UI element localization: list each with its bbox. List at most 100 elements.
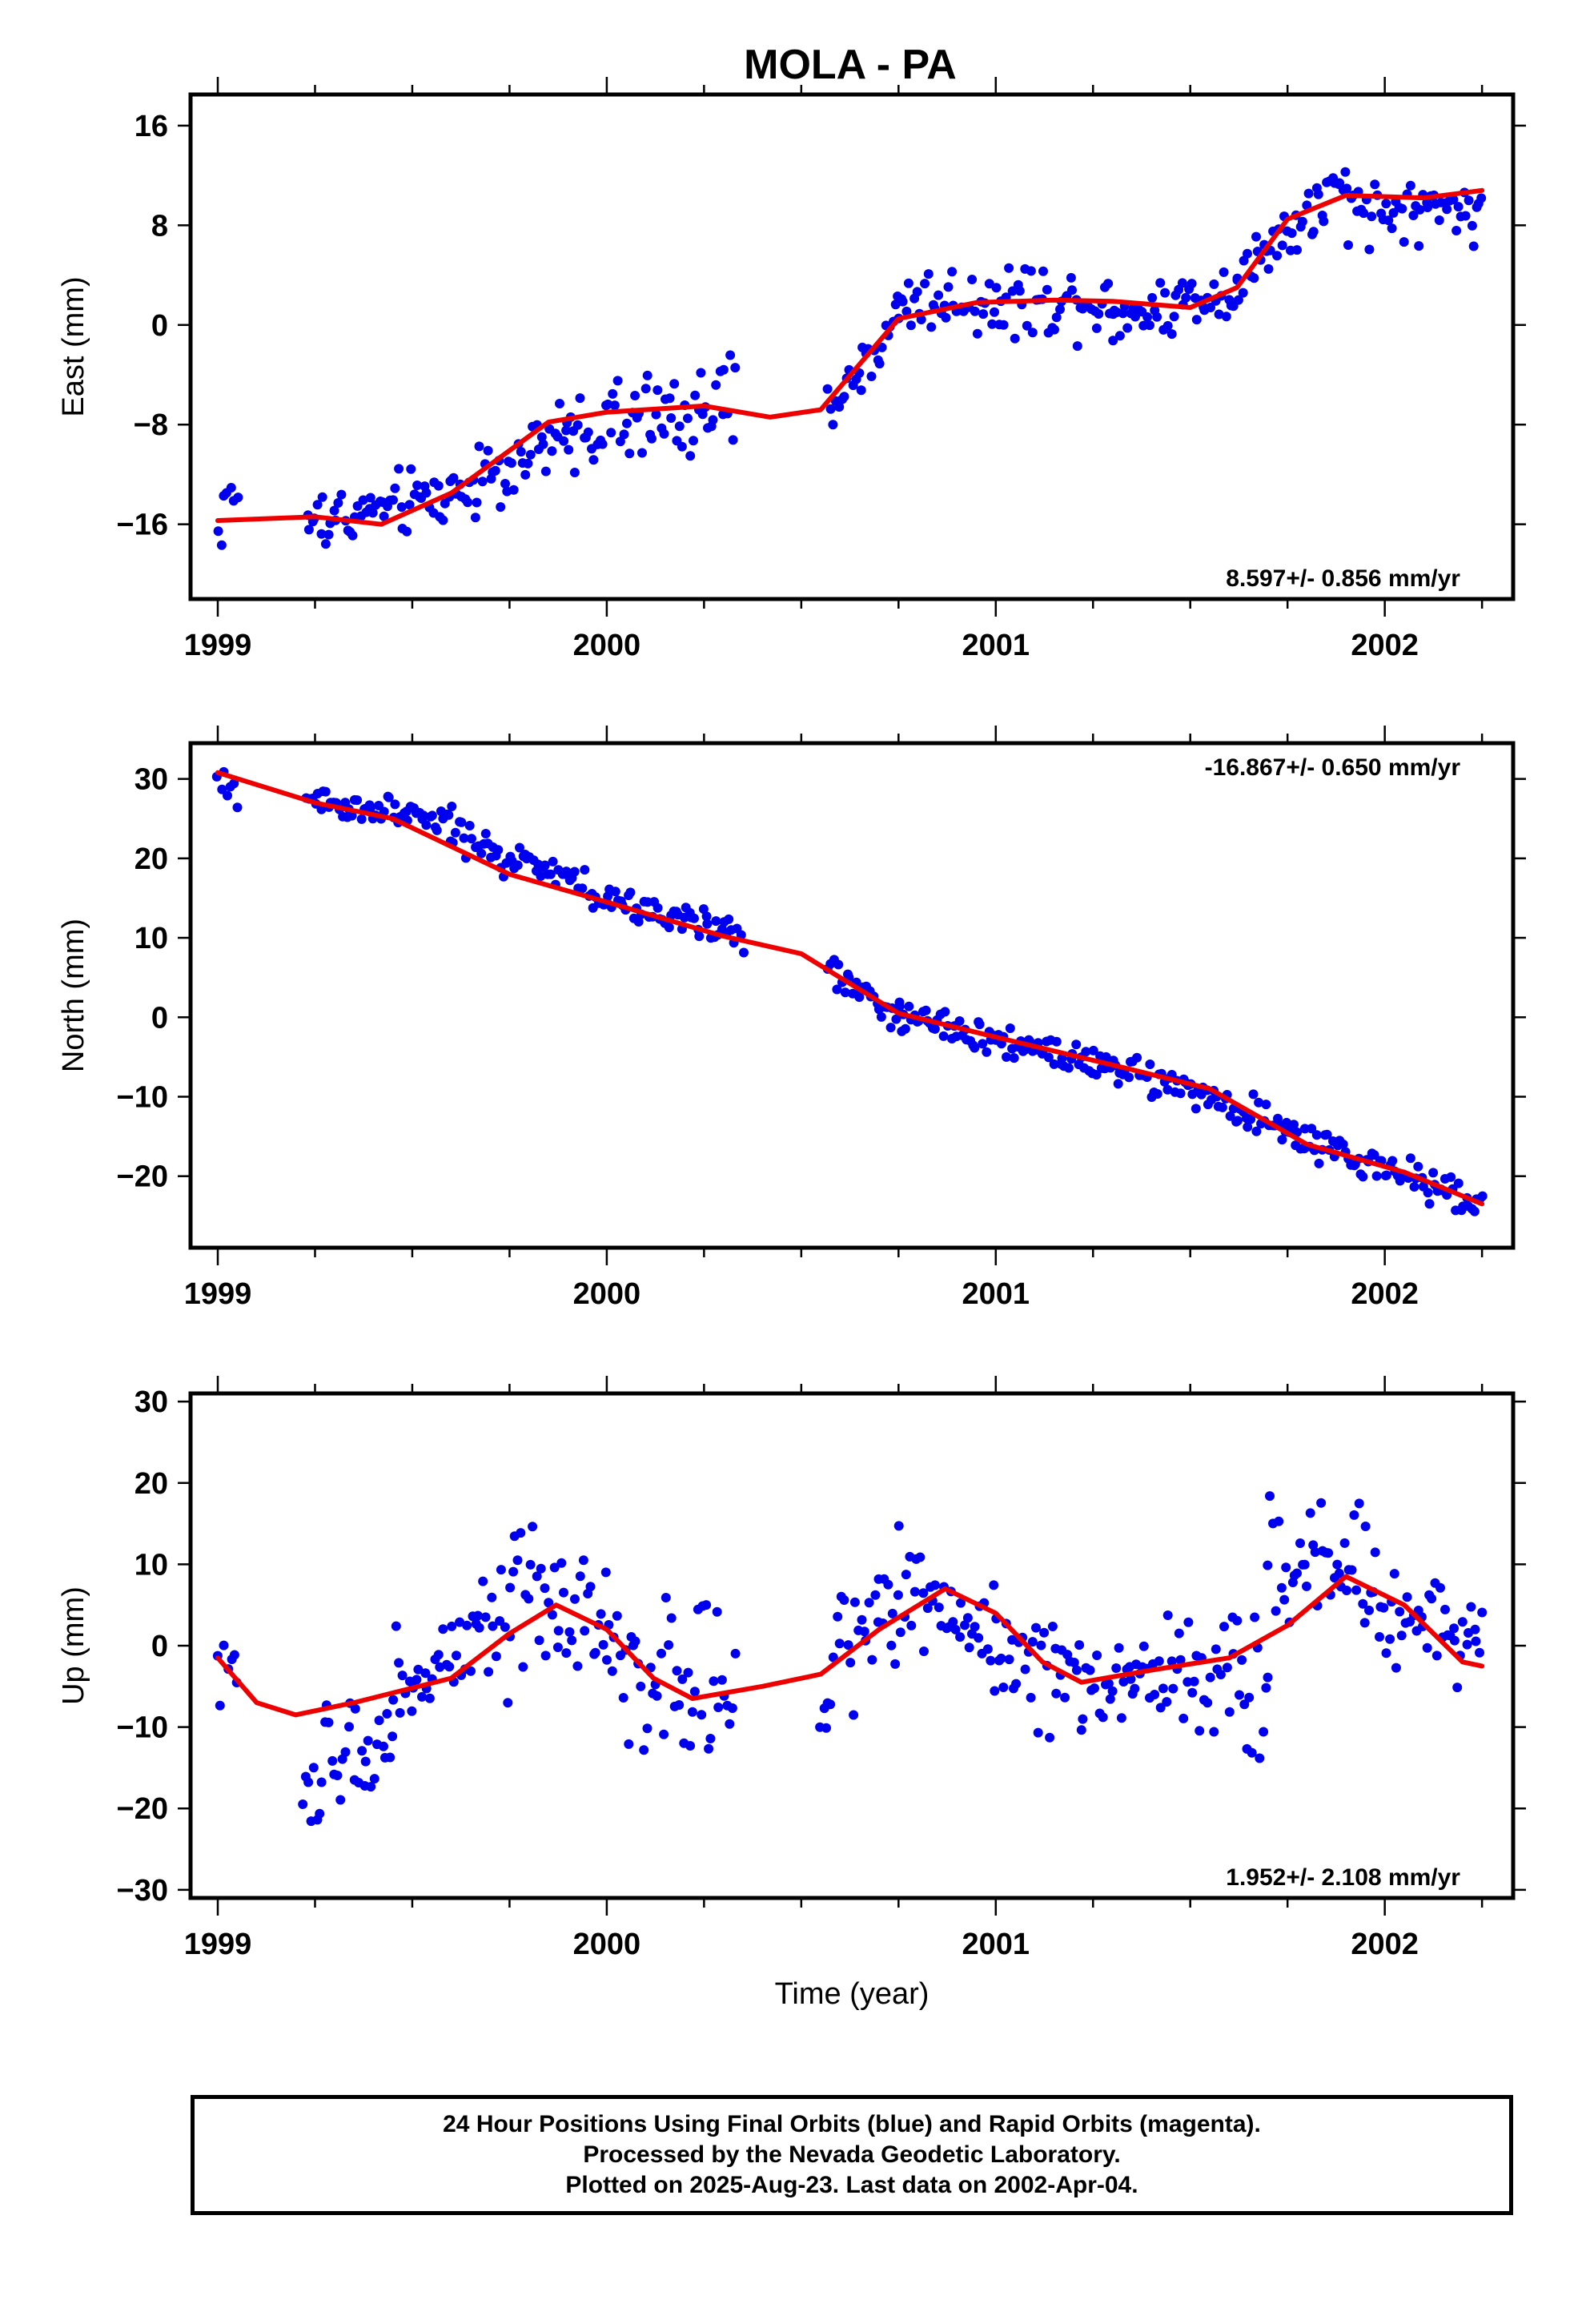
data-point [1281, 1562, 1291, 1573]
data-point [1323, 1548, 1334, 1558]
data-point [1066, 272, 1076, 283]
data-point [553, 1626, 564, 1636]
data-point [1111, 1663, 1122, 1673]
data-point [832, 984, 842, 995]
data-point [1042, 284, 1052, 295]
panel-frame [188, 92, 1516, 601]
data-point [549, 1562, 560, 1573]
data-point [394, 464, 404, 474]
x-tick-label: 1999 [184, 1928, 252, 1961]
data-point [1434, 215, 1444, 225]
data-point [615, 436, 625, 447]
data-point [1187, 1687, 1198, 1698]
data-point [463, 497, 473, 508]
data-point [990, 307, 999, 317]
data-point [1004, 1655, 1014, 1665]
data-point [895, 1627, 905, 1638]
data-point [637, 448, 647, 458]
data-point [602, 1655, 612, 1665]
data-point [906, 1620, 917, 1630]
data-point [1375, 1632, 1384, 1642]
points-up [212, 1491, 1488, 1827]
rate-annotation: 8.597+/- 0.856 mm/yr [1226, 565, 1460, 592]
data-point [1108, 336, 1118, 346]
data-point [1090, 1683, 1099, 1694]
data-point [1422, 1642, 1432, 1653]
data-point [1255, 1753, 1265, 1763]
data-point [356, 814, 367, 824]
y-axis-label: East (mm) [57, 276, 90, 416]
y-tick-label: 0 [151, 309, 168, 343]
data-point [432, 825, 442, 835]
data-point [1020, 1664, 1030, 1675]
data-point [1007, 286, 1018, 296]
data-point [904, 1001, 914, 1011]
data-point [491, 1651, 501, 1662]
data-point [391, 1621, 401, 1631]
data-point [229, 778, 239, 789]
data-point [890, 1659, 901, 1669]
data-point [374, 1715, 384, 1726]
data-point [1469, 1206, 1480, 1216]
data-point [1225, 1111, 1235, 1121]
data-point [1162, 1610, 1173, 1620]
data-point [636, 1681, 646, 1691]
data-point [1311, 1130, 1322, 1140]
data-point [1292, 1568, 1302, 1578]
data-point [1261, 1683, 1271, 1693]
data-point [1039, 1627, 1050, 1638]
data-point [618, 1693, 628, 1703]
data-point [978, 1039, 988, 1049]
data-point [683, 1667, 693, 1678]
data-point [1113, 1079, 1123, 1089]
data-point [1387, 1156, 1398, 1166]
data-point [404, 500, 415, 510]
data-point [575, 393, 585, 404]
data-point [315, 1808, 325, 1819]
data-point [1246, 1114, 1256, 1124]
x-axis-label: Time (year) [775, 1977, 930, 2011]
data-point [559, 1587, 568, 1598]
data-point [934, 1602, 944, 1613]
data-point [402, 526, 412, 537]
data-point [886, 1640, 897, 1651]
data-point [1085, 1665, 1095, 1675]
data-point [1186, 279, 1197, 289]
data-point [1360, 1522, 1371, 1531]
x-tick-label: 2000 [573, 629, 641, 662]
data-point [323, 529, 334, 540]
data-point [739, 947, 749, 958]
data-point [580, 865, 590, 875]
data-point [639, 1745, 649, 1755]
y-tick-label: 10 [135, 922, 168, 955]
x-tick-label: 2000 [573, 1928, 641, 1961]
chart-title: MOLA - PA [744, 42, 957, 88]
data-point [397, 1671, 408, 1681]
data-point [363, 1735, 373, 1746]
data-point [1055, 304, 1065, 315]
data-point [1026, 266, 1036, 276]
data-point [956, 1598, 966, 1608]
data-point [1308, 227, 1319, 237]
data-point [1343, 240, 1353, 250]
data-point [1423, 203, 1433, 212]
data-point [1247, 1747, 1257, 1758]
data-point [905, 320, 916, 331]
data-point [702, 919, 713, 929]
data-point [1338, 1139, 1348, 1149]
data-point [664, 923, 674, 933]
data-point [578, 1555, 588, 1566]
data-point [480, 829, 491, 838]
data-point [833, 1611, 843, 1622]
data-point [1150, 1690, 1160, 1699]
data-point [597, 439, 608, 449]
data-point [420, 1668, 431, 1679]
data-point [934, 290, 944, 300]
data-point [1475, 1647, 1484, 1658]
data-point [1166, 329, 1177, 340]
data-point [619, 429, 629, 440]
data-point [1297, 216, 1307, 227]
data-point [1191, 315, 1202, 325]
data-point [332, 1771, 343, 1780]
